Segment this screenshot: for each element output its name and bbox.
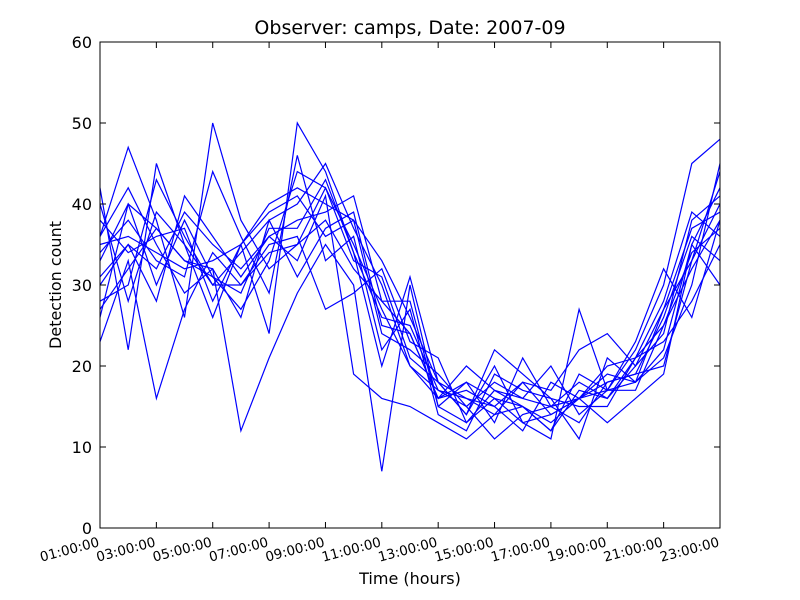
y-axis-label: Detection count <box>46 221 65 349</box>
y-axis-ticks: 0 10 20 30 40 50 60 <box>72 33 720 538</box>
series-line-4 <box>99 193 721 440</box>
x-axis-label: Time (hours) <box>358 569 461 588</box>
y-tick-label: 50 <box>72 114 92 133</box>
chart-title: Observer: camps, Date: 2007-09 <box>254 17 565 39</box>
series-layer <box>99 121 721 472</box>
series-line-13 <box>99 171 721 424</box>
y-tick-label: 20 <box>72 357 92 376</box>
y-tick-label: 40 <box>72 195 92 214</box>
y-tick-label: 30 <box>72 276 92 295</box>
y-tick-label: 0 <box>82 519 92 538</box>
y-tick-label: 60 <box>72 33 92 52</box>
series-line-14 <box>99 178 721 416</box>
series-line-8 <box>99 186 721 424</box>
series-line-12 <box>99 194 721 424</box>
y-tick-label: 10 <box>72 438 92 457</box>
series-line-3 <box>99 202 721 472</box>
